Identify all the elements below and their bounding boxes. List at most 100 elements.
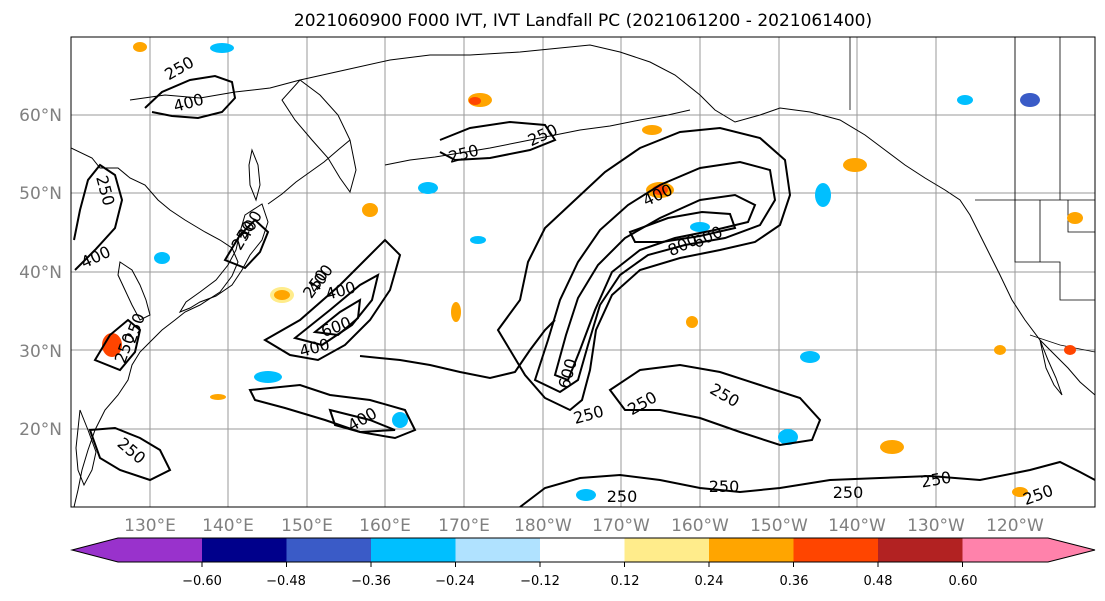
- colorbar-tick-label: 0.60: [949, 574, 978, 589]
- coastline-kamchatka: [281, 79, 357, 194]
- lon-label: 180°W: [514, 516, 572, 536]
- ivt-contour: [496, 126, 792, 412]
- lon-label: 150°E: [281, 516, 333, 536]
- pc-patch: [133, 42, 147, 52]
- lon-label: 140°E: [202, 516, 254, 536]
- colorbar-segment: [455, 538, 541, 562]
- colorbar-tick-label: −0.12: [520, 574, 560, 589]
- lon-label: 150°W: [750, 516, 808, 536]
- pc-patch: [274, 290, 290, 300]
- pc-patch: [800, 351, 820, 363]
- pc-patch: [880, 440, 904, 454]
- colorbar-segment: [793, 538, 879, 562]
- lon-label: 140°W: [828, 516, 886, 536]
- border-us-mexico: [1029, 334, 1095, 353]
- ivt-contour: [144, 74, 237, 120]
- coastline-siberia-alaska: [299, 44, 1095, 396]
- colorbar-extend-low: [72, 538, 118, 562]
- coastline-aleutians: [384, 109, 691, 166]
- ivt-contours: [73, 74, 1095, 507]
- colorbar-tick-label: −0.48: [266, 574, 306, 589]
- lon-label: 160°E: [359, 516, 411, 536]
- pc-patch: [1064, 345, 1076, 355]
- map-title: 2021060900 F000 IVT, IVT Landfall PC (20…: [294, 11, 872, 31]
- colorbar-tick-label: 0.12: [611, 574, 640, 589]
- ivt-contour: [292, 273, 380, 347]
- ivt-contour: [263, 238, 402, 362]
- pc-patch: [392, 412, 408, 428]
- coastline-sakhalin: [248, 148, 261, 202]
- colorbar-extend-high: [1048, 538, 1095, 562]
- contour-label: 250: [833, 483, 864, 502]
- colorbar-segment: [118, 538, 202, 562]
- lon-label: 170°W: [592, 516, 650, 536]
- coastline-philippines: [75, 409, 97, 487]
- longitude-labels: 130°E 140°E 150°E 160°E 170°E 180°W 170°…: [124, 516, 1044, 536]
- border-us-states: [1014, 200, 1095, 301]
- pc-patch: [815, 183, 831, 207]
- colorbar-tick-label: 0.24: [695, 574, 724, 589]
- lat-label: 40°N: [19, 263, 62, 283]
- ivt-contour: [519, 460, 1095, 507]
- pc-patch: [469, 97, 481, 105]
- pc-patch: [210, 43, 234, 53]
- pc-patch: [451, 302, 461, 322]
- pc-patch: [1020, 93, 1040, 107]
- lat-label: 30°N: [19, 342, 62, 362]
- lon-label: 130°W: [907, 516, 965, 536]
- lat-label: 60°N: [19, 106, 62, 126]
- pc-patch: [778, 429, 798, 445]
- pc-patch: [470, 236, 486, 244]
- ivt-contour: [93, 318, 142, 372]
- lon-label: 170°E: [438, 516, 490, 536]
- colorbar-segment: [286, 538, 372, 562]
- ivt-contour: [88, 426, 172, 482]
- pc-patch: [576, 489, 596, 501]
- ivt-contour: [248, 383, 417, 440]
- pc-patch: [690, 222, 710, 232]
- pc-patch: [686, 316, 698, 328]
- pc-patch: [154, 252, 170, 264]
- pc-patch: [642, 125, 662, 135]
- lat-label: 20°N: [19, 420, 62, 440]
- pc-patch: [957, 95, 973, 105]
- pc-patch: [362, 203, 378, 217]
- contour-label: 250: [709, 477, 740, 496]
- border-canada-provinces: [1014, 37, 1061, 200]
- ivt-contour: [223, 218, 270, 270]
- pc-shading: [102, 42, 1083, 501]
- ivt-contour: [439, 120, 557, 162]
- colorbar-segment: [540, 538, 625, 562]
- lon-label: 130°E: [124, 516, 176, 536]
- colorbar-tick-label: −0.60: [182, 574, 222, 589]
- ivt-contour: [312, 298, 362, 337]
- pc-patch: [1067, 212, 1083, 224]
- ivt-contour: [73, 163, 124, 271]
- coastline-kuril: [267, 139, 351, 205]
- map-frame: [70, 36, 1096, 508]
- pc-patch: [210, 394, 226, 400]
- colorbar-tick-label: 0.48: [864, 574, 893, 589]
- latitude-labels: 60°N 50°N 40°N 30°N 20°N: [19, 106, 62, 440]
- colorbar-segment: [371, 538, 456, 562]
- colorbar: [70, 537, 1096, 567]
- ivt-contour: [359, 319, 556, 380]
- ivt-contour: [328, 408, 396, 434]
- colorbar-segment: [624, 538, 710, 562]
- ivt-contour: [553, 193, 757, 382]
- colorbar-outline: [70, 537, 1096, 563]
- colorbar-tick-label: −0.36: [351, 574, 391, 589]
- pc-patch: [843, 158, 867, 172]
- colorbar-tick-label: 0.36: [780, 574, 809, 589]
- ivt-contour: [628, 210, 737, 243]
- colorbar-segment: [962, 538, 1048, 562]
- contour-label: 250: [607, 487, 638, 506]
- colorbar-segment: [878, 538, 963, 562]
- political-borders: [849, 37, 1095, 353]
- pc-patch: [418, 182, 438, 194]
- coastline-korea: [117, 261, 151, 321]
- pc-patch: [994, 345, 1006, 355]
- colorbar-tick-labels: −0.60 −0.48 −0.36 −0.24 −0.12 0.12 0.24 …: [182, 574, 977, 589]
- map-panel: 250 400 250 250 250 400 250 400 250 400 …: [70, 36, 1096, 508]
